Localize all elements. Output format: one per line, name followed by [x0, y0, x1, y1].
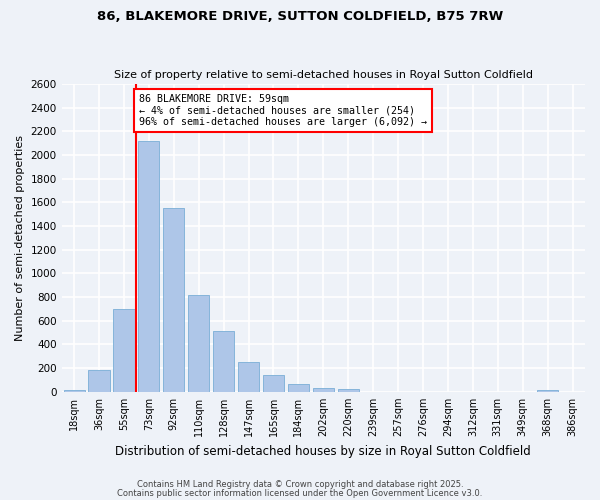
Bar: [288, 384, 309, 392]
Text: Contains public sector information licensed under the Open Government Licence v3: Contains public sector information licen…: [118, 488, 482, 498]
Bar: [338, 390, 359, 392]
Bar: [64, 390, 85, 392]
Bar: [263, 374, 284, 392]
Bar: [138, 141, 160, 392]
Text: 86, BLAKEMORE DRIVE, SUTTON COLDFIELD, B75 7RW: 86, BLAKEMORE DRIVE, SUTTON COLDFIELD, B…: [97, 10, 503, 23]
X-axis label: Distribution of semi-detached houses by size in Royal Sutton Coldfield: Distribution of semi-detached houses by …: [115, 444, 531, 458]
Y-axis label: Number of semi-detached properties: Number of semi-detached properties: [15, 135, 25, 341]
Text: Contains HM Land Registry data © Crown copyright and database right 2025.: Contains HM Land Registry data © Crown c…: [137, 480, 463, 489]
Title: Size of property relative to semi-detached houses in Royal Sutton Coldfield: Size of property relative to semi-detach…: [114, 70, 533, 81]
Bar: [88, 370, 110, 392]
Bar: [313, 388, 334, 392]
Bar: [113, 309, 134, 392]
Bar: [213, 331, 234, 392]
Bar: [537, 390, 558, 392]
Bar: [238, 362, 259, 392]
Text: 86 BLAKEMORE DRIVE: 59sqm
← 4% of semi-detached houses are smaller (254)
96% of : 86 BLAKEMORE DRIVE: 59sqm ← 4% of semi-d…: [139, 94, 427, 126]
Bar: [163, 208, 184, 392]
Bar: [188, 294, 209, 392]
